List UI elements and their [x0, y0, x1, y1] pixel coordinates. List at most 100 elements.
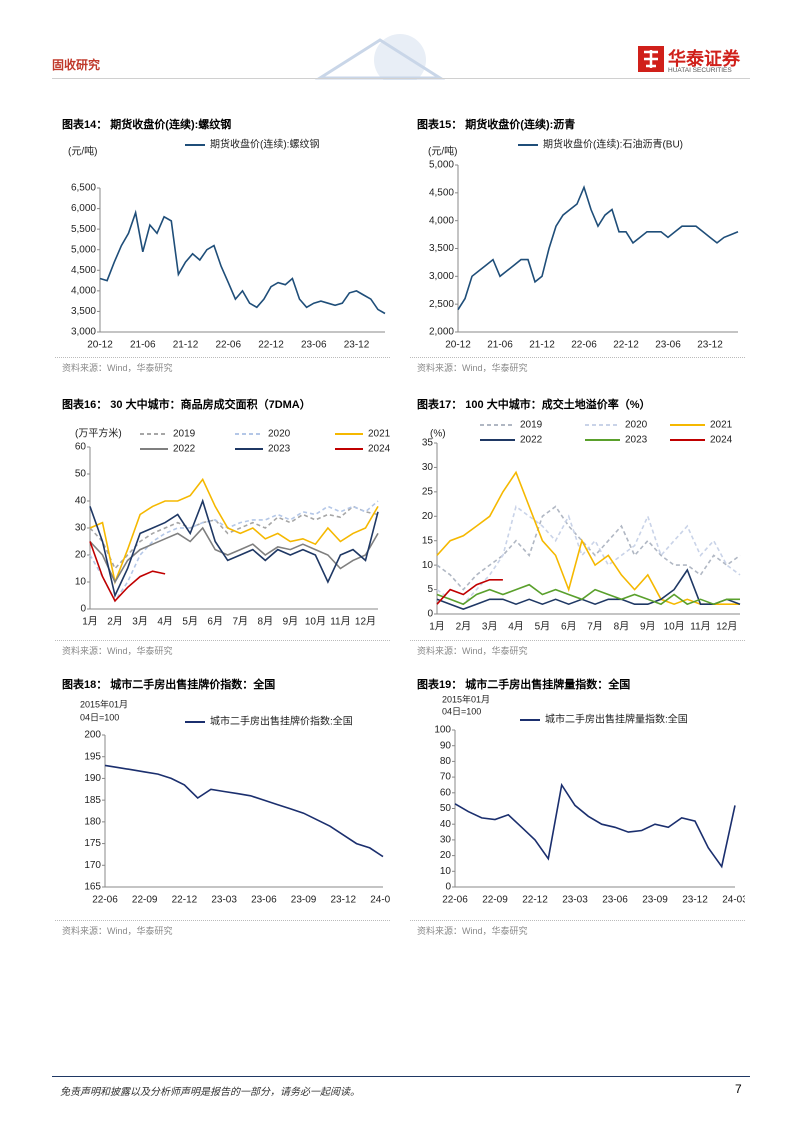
y-tick-label: 6,500: [71, 183, 96, 194]
series-line: [89, 498, 379, 598]
x-tick-label: 22-09: [132, 895, 158, 906]
y-tick-label: 0: [80, 604, 86, 615]
x-tick-label: 8月: [614, 621, 630, 633]
x-tick-label: 22-12: [258, 340, 284, 350]
y-tick-label: 60: [75, 442, 87, 453]
x-tick-label: 21-06: [487, 340, 513, 350]
legend-label: 城市二手房出售挂牌量指数:全国: [545, 713, 688, 726]
logo-icon: [638, 46, 664, 72]
legend-label: 2022: [173, 444, 196, 455]
source-note: 资料来源：Wind，华泰研究: [62, 646, 173, 656]
x-tick-label: 8月: [258, 616, 274, 628]
x-tick-label: 4月: [157, 616, 173, 628]
x-tick-label: 22-06: [92, 895, 118, 906]
y-axis-unit: 2015年01月: [442, 695, 490, 704]
y-tick-label: 40: [440, 819, 452, 830]
y-axis-unit: 04日=100: [80, 712, 119, 722]
x-tick-label: 11月: [330, 616, 350, 628]
y-tick-label: 2,500: [429, 299, 454, 310]
x-tick-label: 21-12: [529, 340, 555, 350]
source-rule: [55, 920, 390, 921]
y-tick-label: 50: [440, 803, 452, 814]
y-tick-label: 60: [440, 787, 452, 798]
footer-disclaimer: 免责声明和披露以及分析师声明是报告的一部分，请务必一起阅读。: [60, 1087, 360, 1098]
x-tick-label: 22-06: [442, 895, 468, 906]
series-line: [436, 568, 741, 610]
x-tick-label: 22-09: [482, 895, 508, 906]
source-note: 资料来源：Wind，华泰研究: [417, 646, 528, 656]
y-tick-label: 6,000: [71, 203, 96, 214]
figure-title: 图表17： 100 大中城市：成交土地溢价率（%）: [417, 399, 651, 411]
chart: (元/吨) 3,000 3,500 4,000 4,500 5,000 5,500 6,000…: [68, 138, 386, 350]
legend-label: 期货收盘价(连续):螺纹钢: [210, 138, 319, 151]
y-tick-label: 2,000: [429, 327, 454, 338]
y-tick-label: 40: [75, 496, 87, 507]
x-tick-label: 1月: [429, 621, 445, 633]
y-tick-label: 30: [75, 523, 87, 534]
x-tick-label: 22-12: [172, 895, 198, 906]
x-tick-label: 1月: [82, 616, 98, 628]
x-tick-label: 23-12: [697, 340, 723, 350]
y-tick-label: 5,500: [71, 224, 96, 235]
y-axis-unit: (元/吨): [68, 145, 97, 158]
y-tick-label: 5,000: [71, 244, 96, 255]
x-tick-label: 23-09: [291, 895, 317, 906]
y-tick-label: 25: [422, 486, 434, 497]
legend-label: 2021: [710, 420, 733, 431]
x-tick-label: 3月: [132, 616, 148, 628]
source-rule: [55, 640, 390, 641]
y-tick-label: 20: [422, 511, 434, 522]
x-tick-label: 5月: [535, 621, 551, 633]
legend-label: 2024: [710, 435, 733, 446]
y-tick-label: 10: [75, 577, 87, 588]
series-line: [89, 505, 379, 570]
page-number: 7: [735, 1082, 742, 1096]
series-line: [454, 782, 736, 869]
x-tick-label: 5月: [182, 616, 198, 628]
legend-label: 期货收盘价(连续):石油沥青(BU): [543, 138, 683, 151]
y-tick-label: 5: [427, 584, 433, 595]
y-tick-label: 10: [422, 560, 434, 571]
legend-label: 2020: [268, 429, 291, 440]
figure-title: 图表18： 城市二手房出售挂牌价指数：全国: [62, 679, 276, 691]
header-decoration: [314, 34, 446, 80]
x-tick-label: 12月: [716, 621, 737, 633]
source-rule: [55, 357, 390, 358]
y-tick-label: 3,000: [71, 327, 96, 338]
x-tick-label: 7月: [232, 616, 248, 628]
y-tick-label: 20: [440, 850, 452, 861]
y-tick-label: 4,500: [429, 187, 454, 198]
y-axis-unit: (元/吨): [428, 145, 457, 158]
chart: 2015年01月 04日=100 165 170 175 180 185 190 195 200 2…: [80, 698, 390, 906]
y-tick-label: 70: [440, 772, 452, 783]
x-tick-label: 23-03: [562, 895, 588, 906]
legend-label: 2022: [520, 435, 543, 446]
series-line: [436, 470, 740, 606]
x-tick-label: 9月: [640, 621, 656, 633]
x-tick-label: 21-12: [173, 340, 199, 350]
legend-label: 2019: [520, 420, 543, 431]
legend-label: 2023: [625, 435, 648, 446]
x-tick-label: 23-06: [655, 340, 681, 350]
y-axis-unit: 04日=100: [442, 706, 481, 716]
x-tick-label: 20-12: [445, 340, 471, 350]
y-tick-label: 0: [445, 882, 451, 893]
y-tick-label: 4,000: [429, 215, 454, 226]
x-tick-label: 22-06: [215, 340, 241, 350]
x-tick-label: 23-12: [344, 340, 370, 350]
legend-label: 2020: [625, 420, 648, 431]
x-tick-label: 23-03: [211, 895, 237, 906]
legend-label: 城市二手房出售挂牌价指数:全国: [210, 715, 353, 728]
y-tick-label: 170: [84, 860, 101, 871]
x-tick-label: 6月: [561, 621, 577, 633]
y-tick-label: 100: [434, 725, 451, 736]
figure-title: 图表19： 城市二手房出售挂牌量指数：全国: [417, 679, 631, 691]
source-note: 资料来源：Wind，华泰研究: [417, 363, 528, 373]
series-line: [436, 583, 740, 606]
x-tick-label: 23-06: [301, 340, 327, 350]
y-tick-label: 30: [440, 835, 452, 846]
legend-label: 2023: [268, 444, 291, 455]
y-tick-label: 180: [84, 816, 101, 827]
x-tick-label: 22-12: [522, 895, 548, 906]
